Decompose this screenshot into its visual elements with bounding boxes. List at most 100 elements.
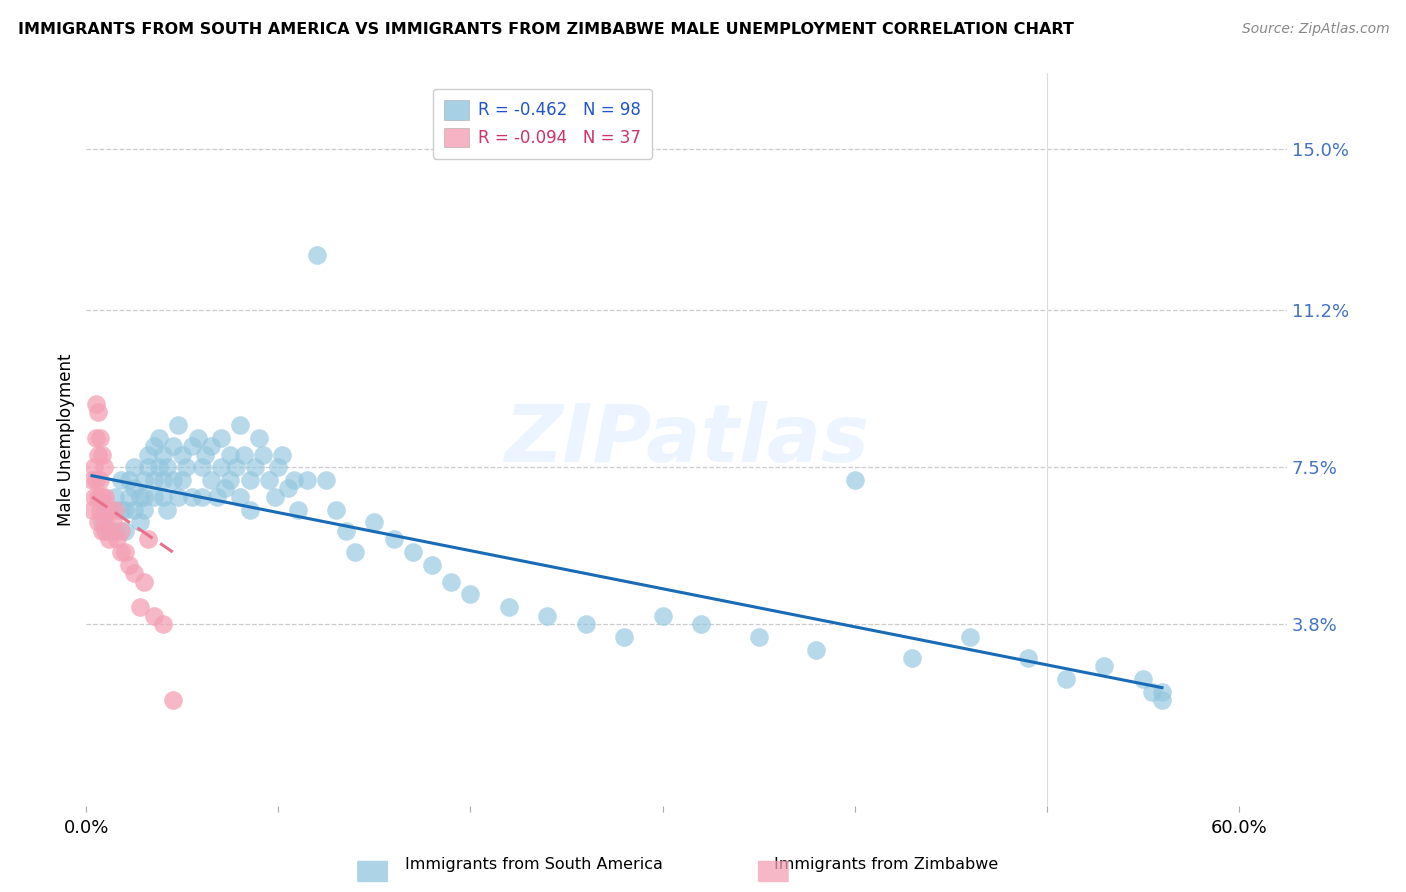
Point — [142, 439, 165, 453]
Text: Source: ZipAtlas.com: Source: ZipAtlas.com — [1241, 22, 1389, 37]
Point — [295, 473, 318, 487]
Point — [80, 502, 103, 516]
Point — [93, 460, 115, 475]
Point — [257, 473, 280, 487]
Y-axis label: Male Unemployment: Male Unemployment — [58, 353, 75, 526]
Point — [174, 460, 197, 475]
Point — [229, 417, 252, 432]
Point — [382, 533, 405, 547]
Point — [114, 524, 136, 538]
Point — [117, 490, 139, 504]
Point — [114, 502, 136, 516]
Point — [110, 524, 132, 538]
Point — [1132, 672, 1154, 686]
Point — [89, 502, 111, 516]
Point — [315, 473, 337, 487]
Point — [148, 460, 170, 475]
Point — [420, 558, 443, 572]
Point — [94, 516, 117, 530]
Point — [460, 587, 482, 601]
Point — [335, 524, 357, 538]
Point — [959, 630, 981, 644]
Point — [214, 482, 236, 496]
Point — [110, 502, 132, 516]
Point — [90, 516, 112, 530]
Point — [132, 574, 155, 589]
Point — [238, 502, 260, 516]
Point — [162, 439, 184, 453]
Point — [283, 473, 305, 487]
Point — [325, 502, 347, 516]
Point — [1092, 659, 1115, 673]
Point — [129, 516, 152, 530]
Point — [162, 473, 184, 487]
Point — [98, 524, 121, 538]
Text: IMMIGRANTS FROM SOUTH AMERICA VS IMMIGRANTS FROM ZIMBABWE MALE UNEMPLOYMENT CORR: IMMIGRANTS FROM SOUTH AMERICA VS IMMIGRA… — [18, 22, 1074, 37]
Text: Immigrants from South America: Immigrants from South America — [405, 857, 664, 872]
Point — [103, 516, 125, 530]
Point — [90, 524, 112, 538]
Point — [80, 473, 103, 487]
Point — [152, 473, 174, 487]
Point — [167, 417, 190, 432]
Point — [94, 524, 117, 538]
Point — [84, 397, 107, 411]
Point — [83, 460, 105, 475]
Point — [1054, 672, 1077, 686]
Point — [132, 502, 155, 516]
Point — [98, 533, 121, 547]
Point — [110, 473, 132, 487]
Point — [94, 502, 117, 516]
Point — [136, 448, 159, 462]
Point — [190, 460, 212, 475]
Point — [172, 448, 194, 462]
Point — [252, 448, 274, 462]
Point — [219, 473, 242, 487]
Point — [87, 516, 110, 530]
Point — [229, 490, 252, 504]
Point — [132, 473, 155, 487]
Point — [181, 439, 204, 453]
Point — [232, 448, 254, 462]
Text: ZIPatlas: ZIPatlas — [505, 401, 869, 479]
Point — [844, 473, 866, 487]
Point — [142, 608, 165, 623]
Point — [124, 482, 146, 496]
Point — [806, 642, 828, 657]
Point — [190, 490, 212, 504]
Point — [132, 490, 155, 504]
Point — [136, 533, 159, 547]
Point — [402, 545, 425, 559]
Point — [148, 431, 170, 445]
Point — [124, 502, 146, 516]
Point — [181, 490, 204, 504]
Legend: R = -0.462   N = 98, R = -0.094   N = 37: R = -0.462 N = 98, R = -0.094 N = 37 — [433, 88, 652, 159]
Point — [440, 574, 463, 589]
Point — [142, 473, 165, 487]
Point — [536, 608, 558, 623]
Point — [172, 473, 194, 487]
Point — [205, 490, 228, 504]
Point — [267, 460, 290, 475]
Point — [287, 502, 309, 516]
Point — [209, 460, 232, 475]
Point — [363, 516, 385, 530]
Point — [167, 490, 190, 504]
Point — [87, 405, 110, 419]
Point — [613, 630, 636, 644]
Point — [104, 490, 127, 504]
Point — [90, 448, 112, 462]
Point — [651, 608, 673, 623]
Point — [305, 248, 328, 262]
Point — [156, 460, 179, 475]
Point — [238, 473, 260, 487]
Point — [901, 651, 924, 665]
Point — [87, 448, 110, 462]
Point — [219, 448, 242, 462]
Point — [162, 693, 184, 707]
Point — [90, 490, 112, 504]
Point — [344, 545, 367, 559]
Point — [124, 460, 146, 475]
Point — [187, 431, 209, 445]
Point — [129, 490, 152, 504]
